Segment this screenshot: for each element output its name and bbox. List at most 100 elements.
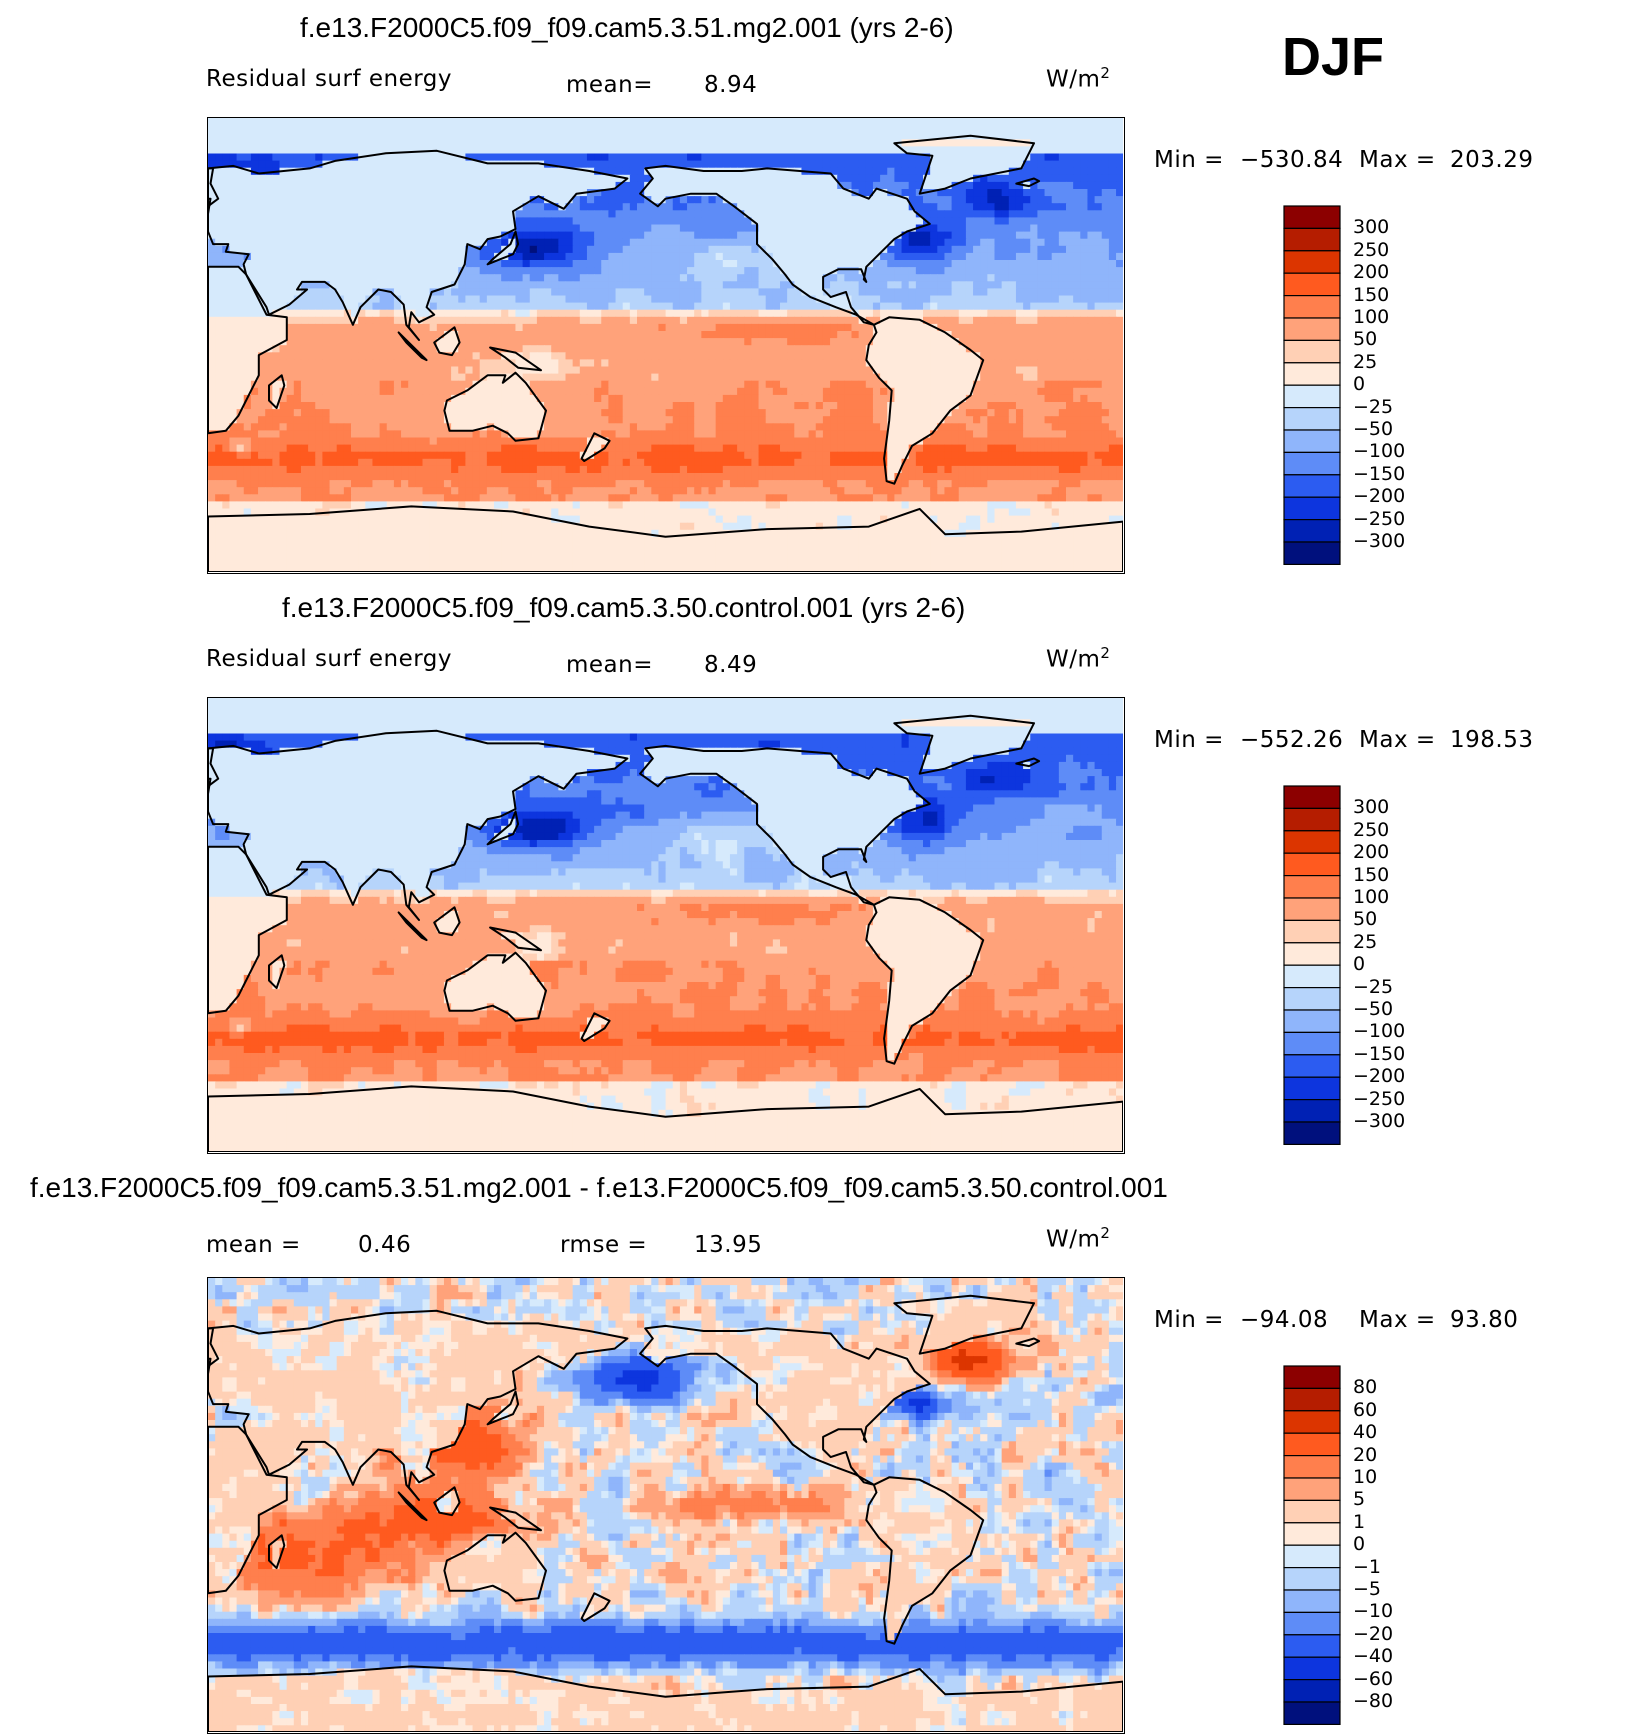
map-cell (808, 345, 817, 353)
map-cell (822, 274, 831, 282)
map-cell (594, 238, 602, 247)
map-cell (1073, 231, 1081, 240)
map-cell (1080, 252, 1089, 261)
map-cell (794, 323, 803, 332)
map-cell (958, 380, 967, 389)
map-cell (608, 160, 617, 169)
map-cell (601, 302, 609, 311)
map-cell (572, 118, 581, 126)
map-cell (1051, 267, 1060, 275)
map-cell (551, 174, 559, 183)
map-cell (644, 224, 652, 233)
map-cell (765, 309, 774, 318)
map-cell (479, 352, 488, 360)
map-cell (794, 373, 803, 382)
map-cell (765, 274, 774, 282)
map-cell (987, 174, 996, 183)
map-cell (915, 295, 924, 304)
map-cell (1080, 331, 1089, 339)
map-cell (529, 331, 538, 339)
map-cell (801, 366, 810, 375)
map-cell (729, 260, 738, 268)
map-cell (808, 316, 817, 325)
map-cell (851, 387, 860, 396)
map-cell (1008, 345, 1017, 353)
map-cell (436, 309, 445, 318)
map-cell (1066, 309, 1074, 318)
map-cell (601, 118, 609, 126)
map-cell (994, 345, 1003, 353)
map-cell (258, 132, 266, 140)
map-cell (787, 125, 795, 133)
map-cell (858, 189, 867, 197)
map-cell (758, 217, 767, 226)
map-cell (715, 295, 724, 304)
map-cell (393, 118, 402, 126)
map-cell (715, 160, 724, 169)
map-cell (1116, 252, 1123, 261)
map-cell (708, 210, 717, 218)
map-cell (880, 345, 888, 353)
map-cell (1051, 231, 1060, 240)
map-cell (672, 380, 681, 389)
map-cell (1023, 167, 1031, 176)
map-cell (208, 345, 216, 353)
map-cell (258, 139, 266, 147)
map-cell (215, 132, 223, 140)
map-cell (637, 153, 645, 162)
map-cell (236, 281, 245, 289)
map-cell (794, 274, 803, 282)
map-cell (329, 132, 338, 140)
map-cell (930, 252, 938, 261)
map-cell (658, 345, 667, 353)
map-cell (501, 196, 509, 204)
map-cell (393, 309, 402, 318)
map-cell (501, 224, 509, 233)
map-cell (558, 380, 567, 389)
map-cell (679, 245, 688, 254)
map-cell (379, 238, 388, 247)
map-cell (386, 203, 395, 211)
map-cell (815, 125, 824, 133)
map-cell (722, 238, 731, 247)
map-cell (601, 125, 609, 133)
map-cell (701, 238, 710, 247)
map-cell (529, 274, 538, 282)
map-cell (944, 309, 953, 318)
map-cell (694, 160, 702, 169)
map-cell (458, 238, 466, 247)
map-cell (808, 309, 817, 318)
map-cell (830, 359, 838, 368)
map-cell (1101, 146, 1110, 155)
map-cell (286, 302, 295, 311)
map-cell (551, 217, 559, 226)
map-cell (529, 295, 538, 304)
map-cell (229, 309, 238, 318)
map-cell (329, 203, 338, 211)
map-cell (436, 217, 445, 226)
map-cell (351, 260, 359, 268)
map-cell (715, 217, 724, 226)
map-cell (715, 359, 724, 368)
map-cell (658, 231, 667, 240)
map-cell (722, 316, 731, 325)
map-cell (858, 331, 867, 339)
map-cell (787, 387, 795, 396)
map-cell (930, 146, 938, 155)
map-cell (708, 132, 717, 140)
map-cell (572, 196, 581, 204)
map-cell (265, 217, 273, 226)
map-cell (443, 203, 452, 211)
map-cell (651, 387, 660, 396)
map-cell (608, 196, 617, 204)
map-cell (258, 153, 266, 162)
map-cell (880, 352, 888, 360)
map-cell (579, 338, 588, 346)
map-cell (694, 387, 702, 396)
map-cell (1101, 295, 1110, 304)
map-cell (987, 139, 996, 147)
map-cell (1008, 125, 1017, 133)
map-cell (851, 174, 860, 183)
map-cell (1116, 118, 1123, 126)
map-cell (386, 217, 395, 226)
